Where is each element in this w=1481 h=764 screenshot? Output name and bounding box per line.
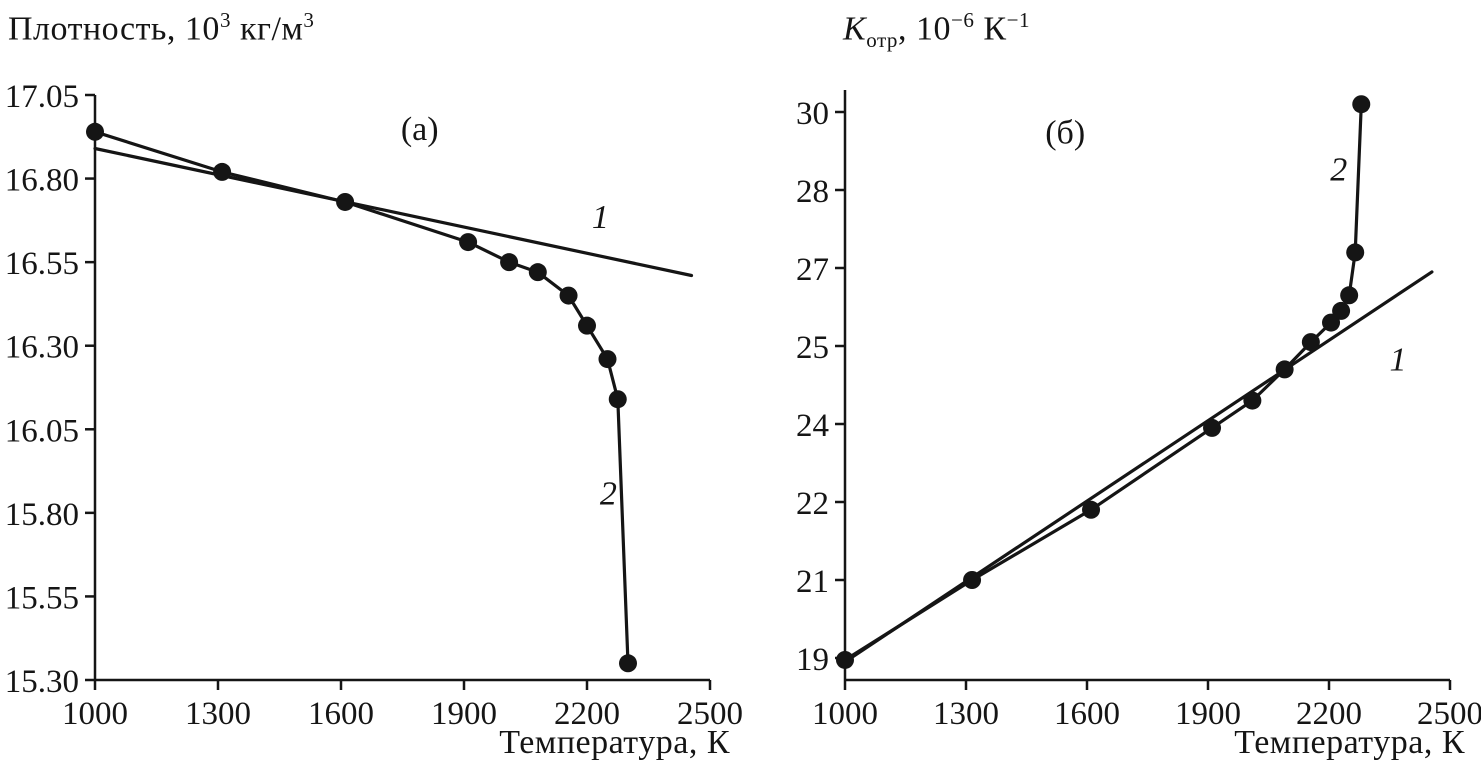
svg-text:2500: 2500 [677, 696, 743, 732]
svg-text:1000: 1000 [62, 696, 128, 732]
svg-text:1300: 1300 [933, 696, 999, 732]
svg-text:(б): (б) [1045, 114, 1085, 151]
svg-text:1300: 1300 [185, 696, 251, 732]
svg-text:2200: 2200 [1296, 696, 1362, 732]
x-axis-title-temperature-b: Температура, К [1234, 724, 1465, 761]
svg-text:16.05: 16.05 [5, 413, 79, 449]
svg-text:15.80: 15.80 [5, 497, 79, 533]
svg-text:1: 1 [1390, 341, 1407, 378]
svg-text:25: 25 [796, 330, 829, 366]
svg-text:19: 19 [796, 642, 829, 678]
y-axis-title-k-otr: Kотр, 10−6 К−1 [843, 8, 1031, 53]
svg-text:21: 21 [796, 564, 829, 600]
svg-text:(а): (а) [401, 111, 439, 148]
x-axis-title-temperature-a: Температура, К [499, 724, 730, 761]
k-otr-vs-temperature-chart: 1000 1300 1600 1900 2200 25001921222425272830… [796, 90, 1481, 732]
svg-text:28: 28 [796, 174, 829, 210]
svg-text:17.05: 17.05 [5, 79, 79, 115]
svg-text:2: 2 [1330, 151, 1347, 188]
y-axis-title-density: Плотность, 103 кг/м3 [8, 8, 315, 48]
svg-text:1900: 1900 [1175, 696, 1241, 732]
svg-text:16.80: 16.80 [5, 163, 79, 199]
svg-text:1: 1 [592, 199, 609, 236]
svg-text:2200: 2200 [554, 696, 620, 732]
panel-b-expansion-coefficient: Kотр, 10−6 К−1 1000 1300 1600 1900 2200 2500 1… [745, 0, 1481, 764]
svg-text:24: 24 [796, 408, 829, 444]
density-vs-temperature-chart: 1000 1300 1600 1900 2200 2500 15.30 15.55 15.80 1… [5, 79, 743, 732]
panel-a-density: Плотность, 103 кг/м3 1000 1300 1600 1900 220… [5, 8, 743, 761]
svg-text:15.55: 15.55 [5, 580, 79, 616]
svg-text:22: 22 [796, 486, 829, 522]
svg-text:1900: 1900 [431, 696, 497, 732]
svg-text:1000: 1000 [812, 696, 878, 732]
svg-text:15.30: 15.30 [5, 664, 79, 700]
svg-text:1600: 1600 [1054, 696, 1120, 732]
svg-text:16.55: 16.55 [5, 246, 79, 282]
svg-text:2500: 2500 [1417, 696, 1481, 732]
svg-text:27: 27 [796, 252, 829, 288]
svg-text:30: 30 [796, 96, 829, 132]
svg-text:2: 2 [600, 476, 617, 513]
svg-text:16.30: 16.30 [5, 330, 79, 366]
svg-text:1600: 1600 [308, 696, 374, 732]
